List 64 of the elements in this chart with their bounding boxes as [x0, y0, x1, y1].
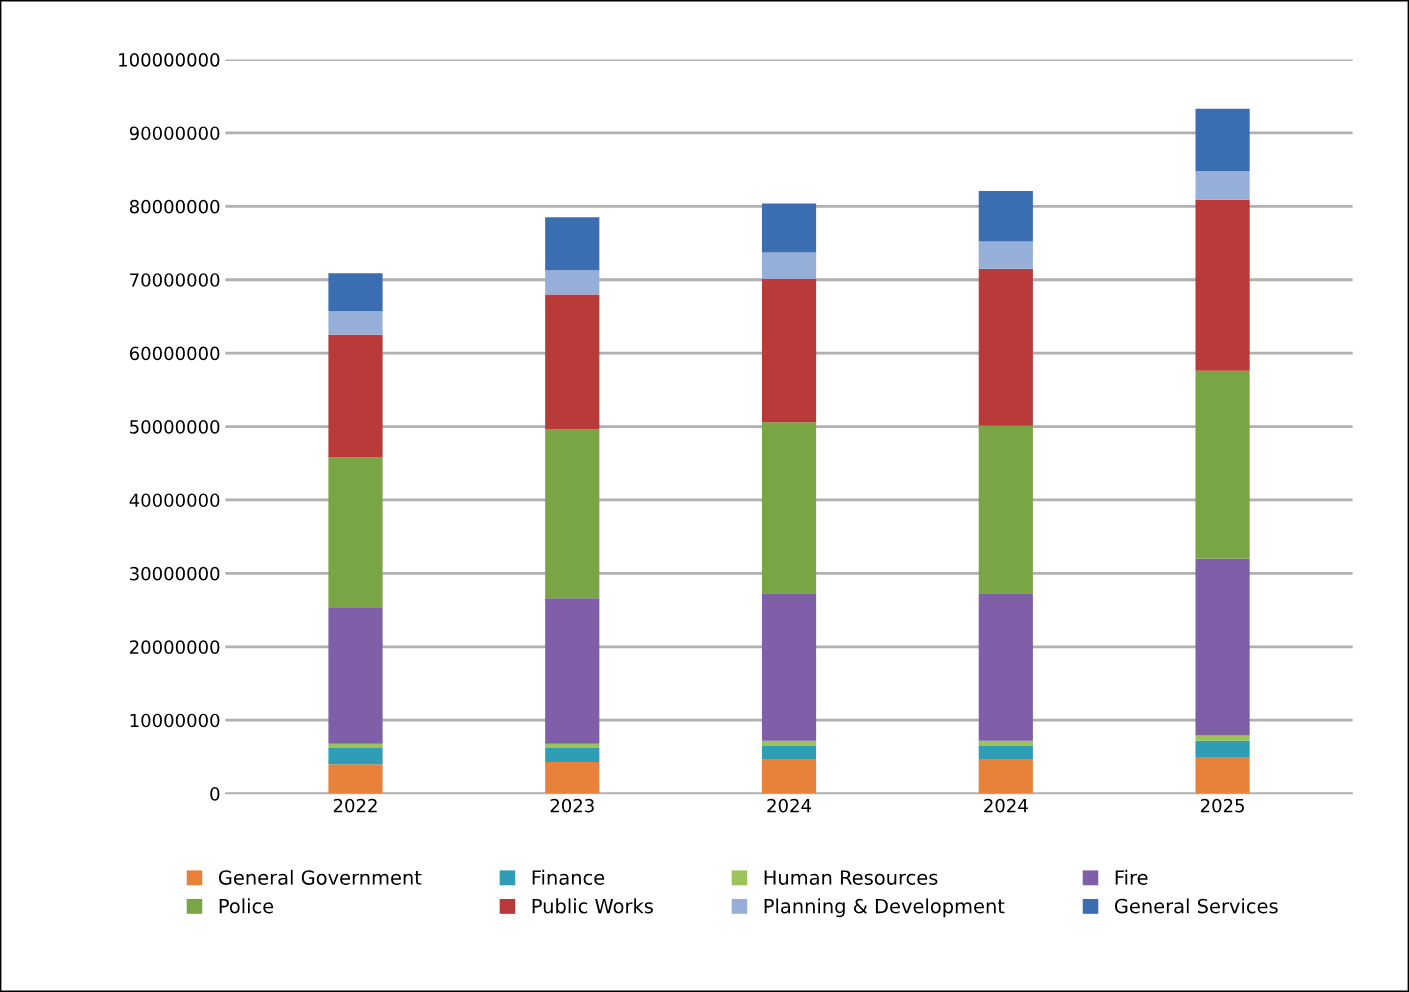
legend-label: Human Resources — [764, 870, 938, 885]
y-tick-label: 90000000 — [129, 126, 220, 141]
bar — [761, 593, 817, 741]
bar — [1195, 756, 1250, 794]
y-tick-label: 50000000 — [130, 420, 220, 434]
y-tick-label: 60000000 — [129, 346, 220, 361]
bar — [978, 241, 1033, 269]
y-tick-label: 80000000 — [129, 199, 220, 214]
bar — [978, 593, 1033, 741]
bar — [978, 759, 1033, 794]
bar — [761, 759, 817, 794]
bar — [328, 607, 383, 744]
y-tick-label: 20000000 — [130, 640, 220, 654]
y-tick-label: 10000000 — [130, 713, 220, 728]
bar — [978, 268, 1033, 426]
legend-label: Finance — [532, 869, 605, 885]
bar — [545, 598, 600, 744]
legend-label: Public Works — [532, 898, 653, 914]
bar — [545, 294, 600, 430]
bar — [761, 279, 817, 423]
bar — [978, 740, 1033, 746]
bar — [1195, 558, 1250, 736]
bar — [761, 745, 817, 760]
bar — [1195, 199, 1250, 371]
bar — [1195, 370, 1250, 559]
bar — [978, 425, 1033, 594]
bar — [328, 764, 383, 794]
x-tick-label: 2023 — [550, 798, 594, 813]
bar — [978, 190, 1033, 242]
bar — [1195, 171, 1250, 200]
legend-label: General Services — [1114, 898, 1278, 914]
bar — [328, 334, 383, 458]
x-tick-label: 2025 — [1200, 798, 1244, 813]
bar — [545, 762, 600, 794]
bar — [761, 203, 817, 253]
legend-label: General Government — [218, 869, 422, 885]
legend-label: Police — [219, 898, 274, 914]
legend-label: Fire — [1115, 869, 1148, 885]
bar — [545, 429, 600, 599]
bar — [545, 743, 600, 749]
bar — [328, 311, 383, 335]
bar — [545, 270, 600, 295]
legend-label: Planning & Development — [764, 898, 1005, 918]
bar — [1195, 735, 1250, 741]
x-tick-label: 2024 — [767, 798, 811, 813]
bar — [761, 422, 817, 594]
bar — [761, 252, 817, 280]
bar — [545, 217, 600, 271]
bar — [328, 457, 383, 608]
bar — [328, 743, 383, 749]
bar — [328, 273, 383, 312]
x-tick-label: 2024 — [984, 798, 1028, 813]
y-tick-label: 70000000 — [130, 273, 220, 287]
y-tick-label: 0 — [210, 787, 220, 801]
y-tick-label: 30000000 — [130, 566, 220, 581]
x-tick-label: 2022 — [333, 798, 377, 813]
bar — [1195, 740, 1250, 757]
bar — [1195, 108, 1250, 172]
bar — [328, 748, 383, 765]
bar — [978, 745, 1033, 760]
bar — [545, 748, 600, 763]
bar — [761, 740, 817, 746]
y-tick-label: 100000000 — [119, 52, 220, 67]
y-tick-label: 40000000 — [129, 493, 220, 508]
